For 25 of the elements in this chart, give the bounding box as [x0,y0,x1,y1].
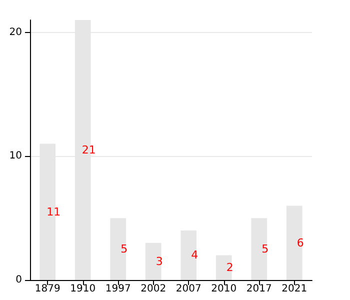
data-label: 5 [120,242,128,256]
data-label: 3 [156,254,163,268]
data-label: 6 [296,236,304,250]
x-tick-label: 1997 [105,284,131,294]
x-tick-label: 1879 [34,284,60,294]
bar [145,242,162,280]
data-label: 4 [191,248,198,262]
data-label: 5 [262,242,269,256]
x-tick-label: 2010 [211,284,237,294]
x-tick-label: 2021 [282,284,308,294]
bar [251,218,268,280]
y-tick-label: 0 [16,274,22,286]
data-label: 11 [46,205,61,218]
bar [216,255,232,280]
data-label: 2 [226,261,234,274]
x-tick-label: 2017 [246,284,272,294]
x-tick-label: 2007 [176,284,202,294]
y-tick-label: 10 [9,150,22,162]
bar [286,206,302,280]
x-tick-label: 2002 [140,284,166,294]
y-tick-label: 20 [9,26,22,38]
data-label: 21 [82,144,96,156]
bar [110,218,126,280]
x-tick-label: 1910 [70,284,96,294]
bar [180,230,197,280]
